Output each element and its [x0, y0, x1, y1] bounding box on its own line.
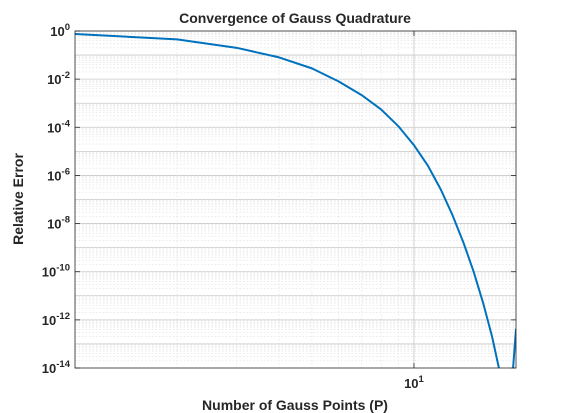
- y-axis-label: Relative Error: [10, 153, 26, 245]
- chart-title: Convergence of Gauss Quadrature: [179, 10, 411, 26]
- series-layer: [75, 33, 516, 368]
- y-tick-label: 10-2: [47, 70, 70, 87]
- x-tick-label: 101: [404, 374, 424, 391]
- x-axis-label: Number of Gauss Points (P): [202, 397, 388, 413]
- y-tick-label: 100: [50, 22, 70, 39]
- y-tick-label: 10-14: [42, 359, 71, 376]
- y-tick-label: 10-6: [47, 166, 70, 183]
- plot-frame: [74, 30, 517, 369]
- y-tick-label: 10-10: [42, 263, 70, 280]
- y-tick-label: 10-12: [42, 311, 70, 328]
- y-tick-label: 10-4: [47, 118, 71, 135]
- tick-layer: 100 10-2 10-4 10-6 10-8 10-10 10-12 10-14 101: [42, 22, 516, 391]
- series-line-1: [75, 33, 516, 368]
- y-tick-label: 10-8: [47, 215, 70, 232]
